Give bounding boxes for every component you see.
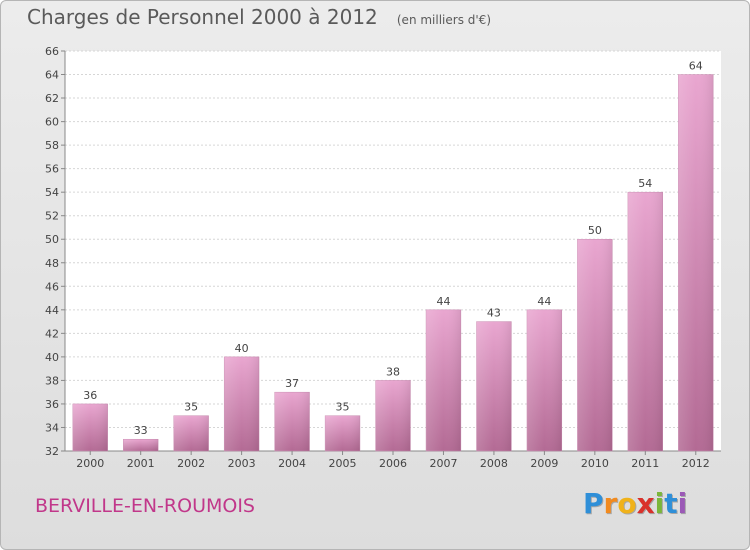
logo-letter: r — [603, 487, 618, 520]
logo-letter: i — [654, 487, 665, 520]
x-tick-label: 2004 — [278, 457, 306, 470]
y-tick-label: 44 — [45, 304, 59, 317]
x-tick-label: 2005 — [329, 457, 357, 470]
bar-shade — [476, 321, 512, 451]
y-tick-label: 64 — [45, 69, 59, 82]
data-label: 33 — [134, 424, 148, 437]
x-tick-label: 2001 — [127, 457, 155, 470]
commune-name: BERVILLE-EN-ROUMOIS — [35, 495, 255, 517]
logo-letter: i — [677, 487, 688, 520]
data-label: 64 — [689, 60, 703, 73]
data-label: 43 — [487, 307, 501, 320]
proxiti-logo[interactable]: Proxiti — [583, 487, 687, 520]
bar-shade — [526, 309, 562, 451]
title-row: Charges de Personnel 2000 à 2012 (en mil… — [27, 5, 491, 29]
bar-shade — [375, 380, 411, 451]
data-label: 37 — [285, 377, 299, 390]
chart-subtitle: (en milliers d'€) — [396, 13, 491, 27]
logo-letter: x — [636, 487, 655, 520]
bar-shade — [72, 403, 108, 451]
logo-letter: P — [583, 487, 604, 520]
data-label: 44 — [537, 295, 551, 308]
y-tick-label: 66 — [45, 45, 59, 58]
data-label: 40 — [235, 342, 249, 355]
x-tick-label: 2000 — [76, 457, 104, 470]
bar-shade — [426, 309, 461, 451]
data-label: 38 — [386, 365, 400, 378]
data-label: 35 — [336, 401, 350, 414]
y-tick-label: 38 — [45, 374, 59, 387]
data-label: 50 — [588, 224, 602, 237]
y-tick-label: 36 — [45, 398, 59, 411]
y-tick-label: 58 — [45, 139, 59, 152]
x-tick-label: 2009 — [530, 457, 558, 470]
y-tick-label: 62 — [45, 92, 59, 105]
y-tick-label: 42 — [45, 327, 59, 340]
logo-letter: o — [617, 487, 637, 520]
data-label: 36 — [83, 389, 97, 402]
bar-shade — [173, 415, 209, 451]
chart-title: Charges de Personnel 2000 à 2012 — [27, 5, 378, 29]
y-tick-label: 46 — [45, 280, 59, 293]
x-tick-label: 2011 — [631, 457, 659, 470]
y-tick-label: 56 — [45, 163, 59, 176]
data-label: 35 — [184, 401, 198, 414]
y-tick-label: 54 — [45, 186, 59, 199]
data-label: 54 — [638, 177, 652, 190]
x-tick-label: 2007 — [429, 457, 457, 470]
y-tick-label: 48 — [45, 257, 59, 270]
bar-shade — [627, 192, 663, 452]
y-tick-label: 32 — [45, 445, 59, 458]
bar-shade — [123, 439, 159, 451]
y-tick-label: 50 — [45, 233, 59, 246]
x-tick-label: 2008 — [480, 457, 508, 470]
x-tick-label: 2010 — [581, 457, 609, 470]
x-tick-label: 2012 — [682, 457, 710, 470]
x-tick-label: 2002 — [177, 457, 205, 470]
x-tick-label: 2003 — [228, 457, 256, 470]
data-label: 44 — [436, 295, 450, 308]
y-tick-label: 34 — [45, 421, 59, 434]
bar-shade — [325, 415, 360, 451]
logo-letter: t — [664, 487, 678, 520]
y-tick-label: 60 — [45, 116, 59, 129]
y-tick-label: 52 — [45, 210, 59, 223]
bar-shade — [577, 239, 613, 451]
bar-shade — [274, 392, 310, 451]
x-tick-label: 2006 — [379, 457, 407, 470]
bar-shade — [224, 356, 260, 451]
y-tick-label: 40 — [45, 351, 59, 364]
bar-shade — [678, 74, 714, 451]
